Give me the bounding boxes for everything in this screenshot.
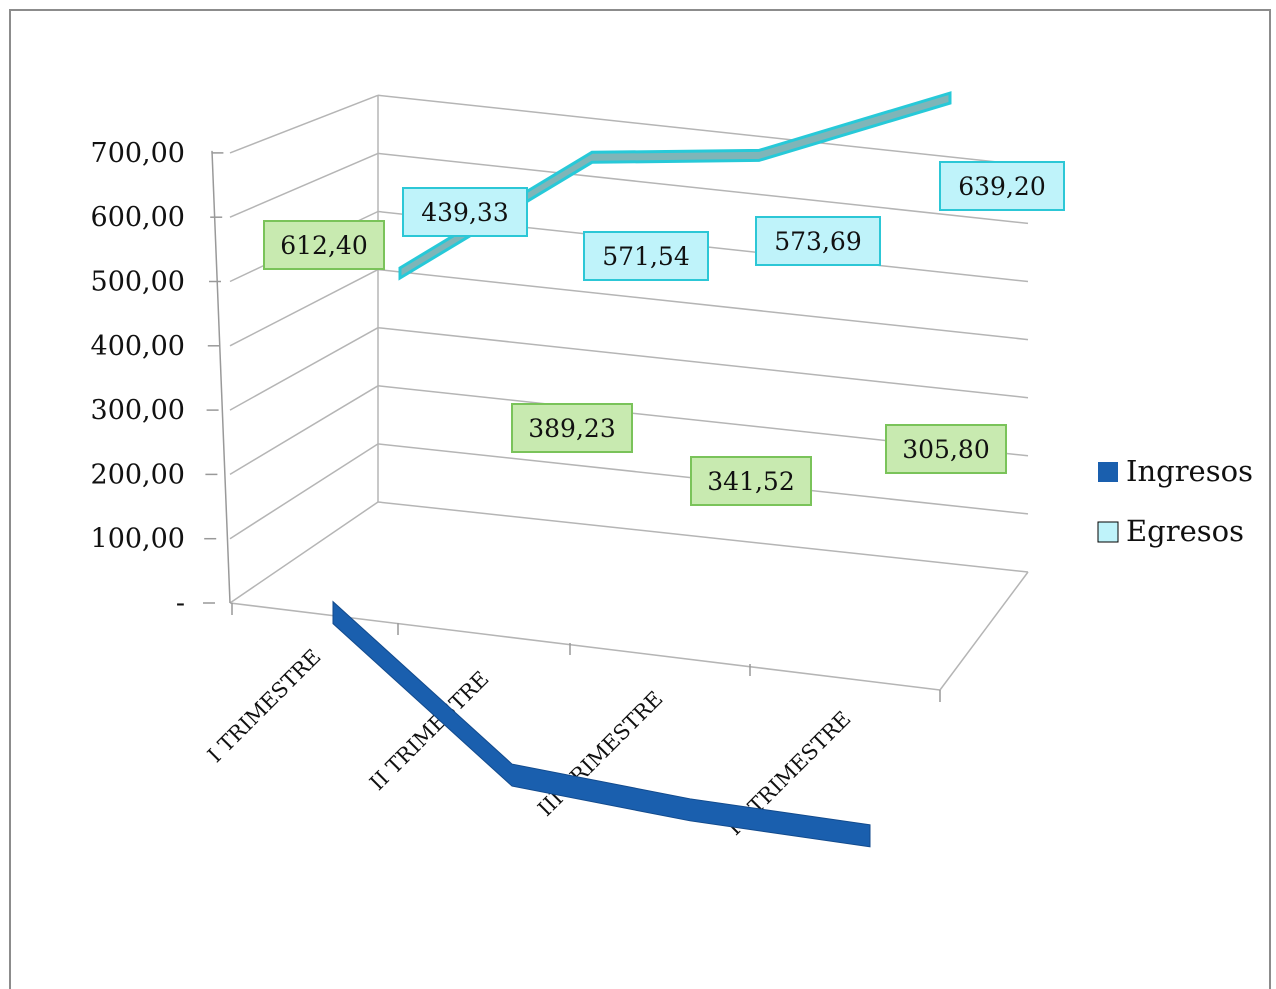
data-label-ingresos-box [263, 220, 385, 270]
y-tick-label: 100,00 [91, 524, 185, 555]
data-label-ingresos: 389,23 [528, 414, 615, 443]
legend: Ingresos Egresos [1097, 454, 1253, 548]
gridline-side [229, 94, 379, 154]
gridline-side [229, 385, 379, 476]
data-label-ingresos: 612,40 [280, 231, 367, 260]
x-tick-label: I TRIMESTRE [203, 645, 326, 768]
y-tick-label: 500,00 [91, 267, 185, 298]
line-ingresos [332, 600, 871, 848]
data-label-egresos: 573,69 [774, 227, 861, 256]
data-label-ingresos: 305,80 [902, 435, 989, 464]
gridline-side [229, 268, 379, 347]
data-label-ingresos-box [690, 456, 812, 506]
gridline-back [377, 326, 1029, 399]
legend-swatch-ingresos [1098, 462, 1118, 482]
legend-label-ingresos: Ingresos [1126, 454, 1253, 488]
legend-swatch-egresos [1097, 521, 1119, 543]
y-tick-label: 600,00 [91, 202, 185, 233]
gridline-back [377, 152, 1029, 225]
data-label-ingresos-box [885, 424, 1007, 474]
line-egresos [398, 91, 952, 281]
gridline-side [229, 501, 379, 604]
y-axis-ticks: - 100,00 200,00 300,00 400,00 500,00 600,00 700… [91, 138, 224, 619]
gridline-back [377, 268, 1029, 341]
gridline-back [377, 94, 1029, 167]
data-label-egresos-box [583, 231, 709, 281]
data-label-egresos: 639,20 [958, 172, 1045, 201]
y-axis-line [211, 150, 231, 604]
data-labels: 612,40 389,23 341,52 305,80 439,33 571,54 573,… [263, 161, 1065, 506]
y-tick-label: 400,00 [91, 331, 185, 362]
data-label-egresos-box [755, 216, 881, 266]
data-label-egresos: 439,33 [421, 198, 508, 227]
gridline-side [229, 327, 379, 411]
y-tick-label: 700,00 [91, 138, 185, 169]
data-label-egresos-box [939, 161, 1065, 211]
y-tick-label: 300,00 [91, 395, 185, 426]
gridline-side [229, 443, 379, 540]
y-tick-label: - [176, 588, 185, 619]
data-label-egresos-box [402, 187, 528, 237]
x-axis-ticks: I TRIMESTRE II TRIMESTRE III TRIMESTRE IV T… [203, 603, 941, 840]
y-tick-label: 200,00 [91, 459, 185, 490]
chart-walls [211, 94, 1029, 691]
floor-right-edge [939, 571, 1029, 691]
gridline-side [229, 152, 379, 218]
series-lines [332, 91, 952, 848]
data-label-ingresos-box [511, 403, 633, 453]
data-label-ingresos: 341,52 [707, 467, 794, 496]
gridline-back [377, 501, 1029, 573]
legend-label-egresos: Egresos [1126, 514, 1244, 548]
data-label-egresos: 571,54 [602, 242, 689, 271]
